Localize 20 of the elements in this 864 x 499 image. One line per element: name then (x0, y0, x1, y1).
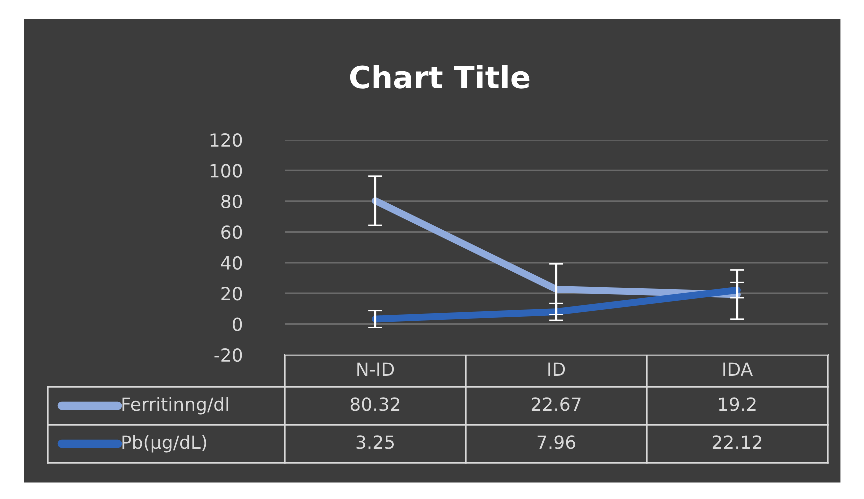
legend-label: Pb(µg/dL) (122, 435, 206, 453)
data-label: 80.32 (350, 398, 400, 412)
data-label: 22.67 (532, 398, 581, 412)
data-label: 7.96 (538, 436, 576, 450)
x-tick-label: IDA (724, 362, 753, 376)
data-label: 3.25 (356, 436, 394, 450)
y-tick-label: 100 (210, 164, 242, 178)
x-tick-label: ID (548, 362, 566, 376)
data-label: 19.2 (719, 398, 756, 412)
y-tick-label: 60 (222, 226, 242, 240)
y-tick-label: 80 (222, 194, 242, 209)
y-tick-label: 0 (233, 318, 242, 332)
y-tick-label: 20 (222, 287, 242, 301)
legend-label: Ferritinng/dl (122, 397, 228, 415)
x-tick-label: N-ID (358, 362, 394, 376)
y-tick-label: 40 (221, 256, 242, 270)
y-tick-label: 120 (210, 133, 242, 148)
data-label: 22.12 (712, 436, 762, 449)
chart-title: Chart Title (350, 65, 530, 89)
y-tick-label: -20 (214, 348, 242, 362)
